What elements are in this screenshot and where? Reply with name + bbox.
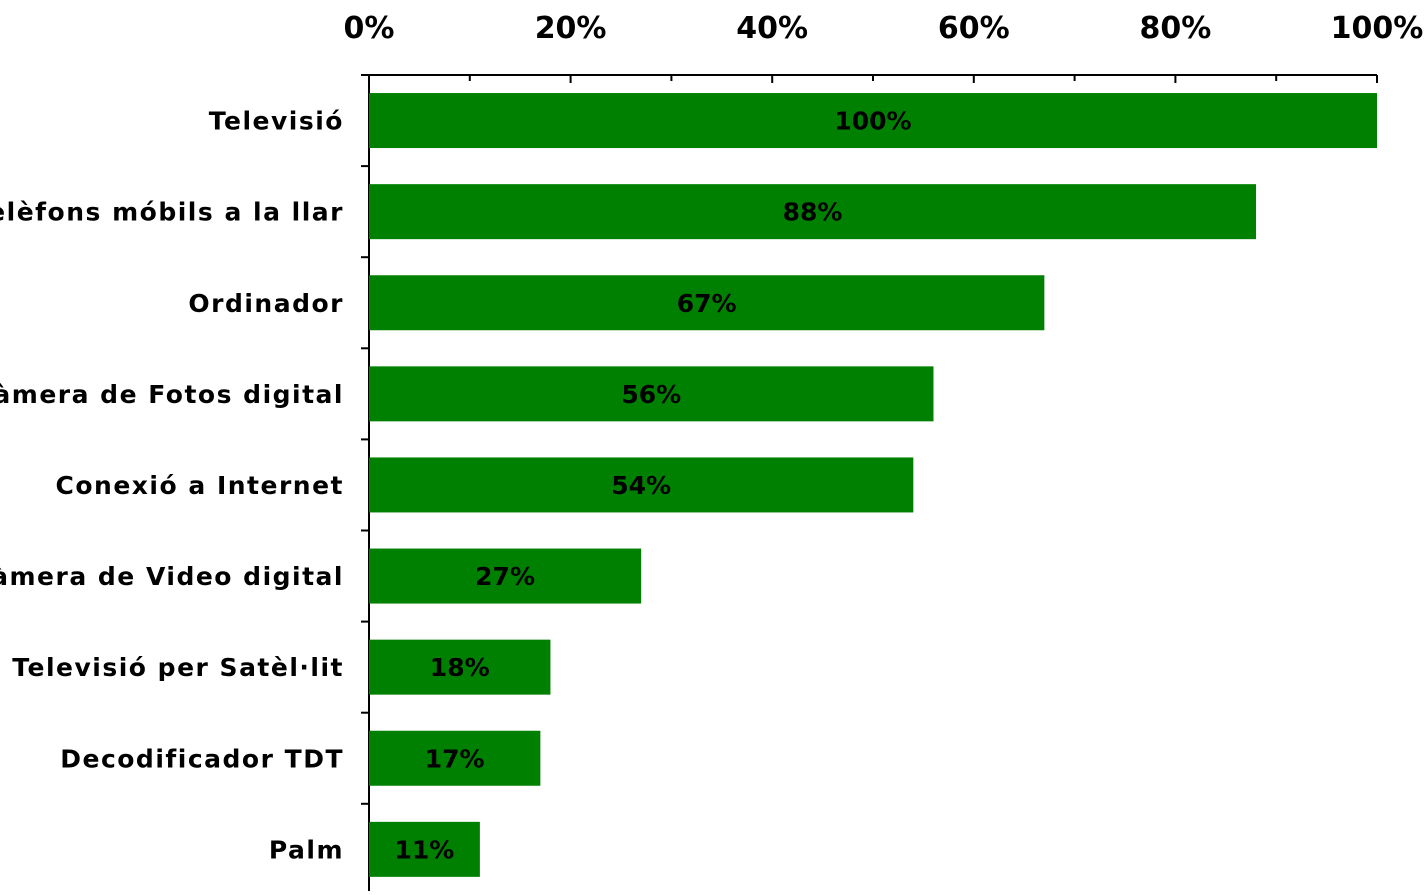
x-tick-label: 0% — [344, 11, 395, 46]
data-label: 54% — [611, 471, 671, 500]
data-label: 18% — [430, 653, 490, 682]
category-label: Càmera de Fotos digital — [0, 380, 344, 409]
bar — [369, 184, 1257, 240]
category-label: Televisió per Satèl·lit — [12, 653, 344, 682]
category-label: Telèfons móbils a la llar — [0, 198, 344, 227]
x-tick-label: 40% — [736, 11, 808, 46]
bar — [369, 639, 551, 695]
data-label: 100% — [834, 107, 911, 136]
category-label: Decodificador TDT — [60, 744, 344, 773]
bar — [369, 275, 1045, 331]
data-label: 88% — [783, 198, 843, 227]
category-label: Càmera de Video digital — [0, 562, 344, 591]
data-label: 17% — [425, 744, 485, 773]
category-label: Palm — [269, 835, 344, 864]
data-label: 56% — [621, 380, 681, 409]
category-label: Conexió a Internet — [56, 471, 344, 500]
bar — [369, 548, 642, 604]
bar — [369, 457, 914, 513]
x-tick-label: 20% — [535, 11, 607, 46]
bar — [369, 93, 1377, 149]
bar — [369, 821, 480, 877]
x-tick-label: 80% — [1139, 11, 1211, 46]
category-label: Ordinador — [188, 289, 344, 318]
data-label: 67% — [677, 289, 737, 318]
bar — [369, 730, 541, 786]
category-label: Televisió — [209, 107, 344, 136]
data-label: 27% — [475, 562, 535, 591]
x-tick-label: 100% — [1331, 11, 1424, 46]
bar — [369, 366, 934, 422]
x-tick-label: 60% — [938, 11, 1010, 46]
data-label: 11% — [395, 835, 455, 864]
